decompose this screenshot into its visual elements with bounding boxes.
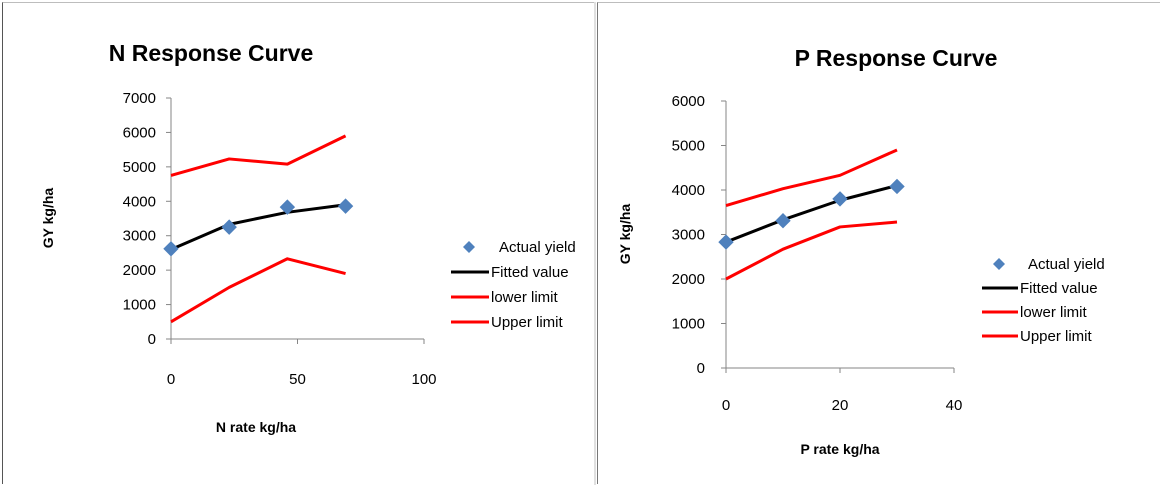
legend-label: Fitted value xyxy=(491,264,569,281)
legend-label: Actual yield xyxy=(1028,256,1105,273)
data-point-actual-yield xyxy=(775,212,791,229)
x-tick-label: 40 xyxy=(946,397,963,414)
y-tick-label: 3000 xyxy=(123,228,156,245)
y-tick-label: 4000 xyxy=(123,193,156,210)
x-tick-label: 50 xyxy=(289,371,306,388)
legend-marker xyxy=(463,241,475,253)
y-tick-label: 7000 xyxy=(123,90,156,107)
chart-title: N Response Curve xyxy=(109,40,314,66)
x-tick-label: 0 xyxy=(167,371,175,388)
x-axis-title: P rate kg/ha xyxy=(800,441,879,457)
x-tick-label: 100 xyxy=(411,371,436,388)
x-tick-label: 0 xyxy=(722,397,730,414)
y-tick-label: 1000 xyxy=(123,297,156,314)
legend-label: Actual yield xyxy=(499,239,576,256)
series-line-upper-limit xyxy=(725,148,898,208)
legend-label: Fitted value xyxy=(1020,280,1098,297)
y-tick-label: 4000 xyxy=(672,182,705,199)
y-tick-label: 0 xyxy=(148,331,156,348)
x-axis-title: N rate kg/ha xyxy=(216,419,296,435)
y-tick-label: 6000 xyxy=(123,124,156,141)
series-line-fitted-value xyxy=(170,203,346,251)
legend-label: Upper limit xyxy=(491,314,564,331)
panel-divider xyxy=(594,2,596,485)
n-response-chart-panel: N Response Curve GY kg/ha N rate kg/ha 0 100… xyxy=(2,2,596,484)
legend-label: lower limit xyxy=(1020,304,1088,321)
legend-marker xyxy=(993,258,1005,270)
series-line-lower-limit xyxy=(170,257,346,324)
y-tick-label: 6000 xyxy=(672,93,705,110)
y-tick-label: 3000 xyxy=(672,227,705,244)
y-tick-label: 5000 xyxy=(672,138,705,155)
series-line-fitted-value xyxy=(725,184,898,244)
p-response-chart: P Response Curve GY kg/ha P rate kg/ha 0 100… xyxy=(617,45,1105,457)
data-point-actual-yield xyxy=(221,219,237,235)
data-point-actual-yield xyxy=(337,198,354,214)
series-line-upper-limit xyxy=(170,134,347,177)
chart-title: P Response Curve xyxy=(795,45,998,71)
legend-label: Upper limit xyxy=(1020,328,1093,345)
n-response-chart: N Response Curve GY kg/ha N rate kg/ha 0 100… xyxy=(40,40,576,435)
data-point-actual-yield xyxy=(163,241,179,257)
series-line-lower-limit xyxy=(725,220,898,281)
y-axis-title: GY kg/ha xyxy=(617,204,633,265)
data-point-actual-yield xyxy=(832,191,848,207)
y-tick-label: 2000 xyxy=(123,262,156,279)
y-tick-label: 1000 xyxy=(672,316,705,333)
x-tick-label: 20 xyxy=(832,397,849,414)
y-tick-label: 2000 xyxy=(672,271,705,288)
data-point-actual-yield xyxy=(889,178,905,195)
legend-label: lower limit xyxy=(491,289,559,306)
data-point-actual-yield xyxy=(279,199,296,215)
y-tick-label: 5000 xyxy=(123,159,156,176)
y-tick-label: 0 xyxy=(697,360,705,377)
data-point-actual-yield xyxy=(718,234,734,250)
p-response-chart-panel: P Response Curve GY kg/ha P rate kg/ha 0 100… xyxy=(597,2,1160,484)
y-axis-title: GY kg/ha xyxy=(40,188,56,249)
